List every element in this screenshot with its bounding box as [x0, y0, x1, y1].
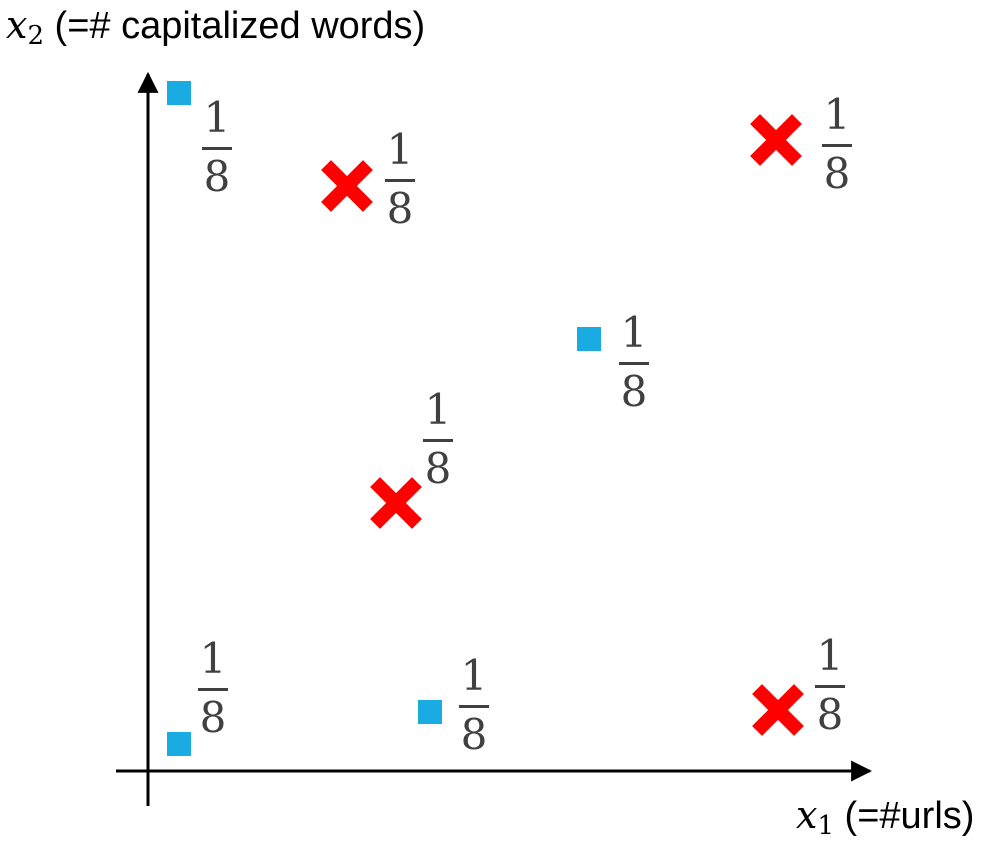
- marker-p8-x-marker-icon: [752, 684, 804, 736]
- x-axis-title-text: (=#urls): [844, 795, 975, 837]
- marker-p3-x-marker-icon: [750, 114, 802, 166]
- y-axis-title-text: (=# capitalized words): [54, 5, 426, 47]
- marker-p2-x-marker-icon: [321, 160, 373, 212]
- marker-p1-square-marker-icon: [167, 81, 191, 105]
- y-axis-subscript: 2: [27, 21, 44, 51]
- marker-p6-square-marker-icon: [167, 732, 191, 756]
- marker-p4-square-marker-icon: [577, 327, 601, 351]
- marker-p5-x-marker-icon: [370, 477, 422, 529]
- x-axis-variable: x: [796, 793, 818, 837]
- x-axis-subscript: 1: [817, 811, 834, 841]
- marker-p7-square-marker-icon: [418, 700, 442, 724]
- y-axis-variable: x: [6, 3, 28, 47]
- x-axis-title: x1 (=#urls): [796, 796, 974, 839]
- y-axis-title: x2 (=# capitalized words): [6, 6, 425, 49]
